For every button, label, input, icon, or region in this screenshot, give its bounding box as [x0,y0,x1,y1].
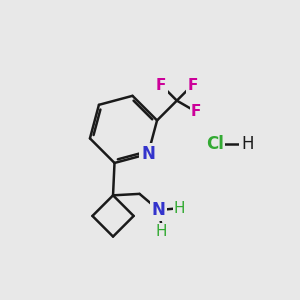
Text: N: N [152,201,166,219]
Text: H: H [241,135,253,153]
Text: N: N [141,145,155,163]
Text: F: F [191,104,201,119]
Text: Cl: Cl [206,135,224,153]
Text: H: H [156,224,167,239]
Text: F: F [187,77,198,92]
Text: F: F [156,77,166,92]
Text: H: H [173,201,185,216]
